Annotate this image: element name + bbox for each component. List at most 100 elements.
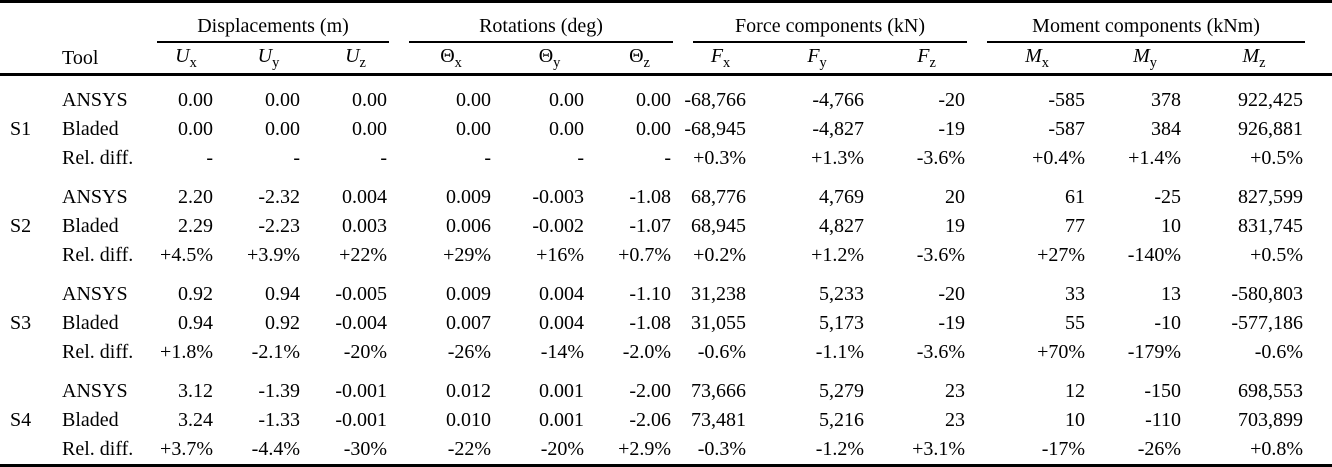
value-cell: 0.94 <box>265 283 300 305</box>
value-cell: -577,186 <box>1231 312 1304 334</box>
value-cell: +0.3% <box>693 147 747 169</box>
value-cell: -4.4% <box>251 438 300 460</box>
section-label-empty <box>0 338 55 367</box>
value-cell: +22% <box>339 244 388 266</box>
edge-cell <box>1315 270 1332 309</box>
tool-column-header: Tool <box>55 43 147 76</box>
col-header-fx: Fx <box>683 43 759 76</box>
value-cell: - <box>380 147 388 169</box>
edge-cell <box>1315 309 1332 338</box>
col-header-my: My <box>1097 43 1194 76</box>
tool-cell: ANSYS <box>62 89 128 111</box>
value-cell: 0.009 <box>446 283 492 305</box>
edge-cell <box>1315 75 1332 116</box>
col-header-ux: Ux <box>147 43 225 76</box>
tool-cell: Rel. diff. <box>62 147 134 169</box>
col-header-mx: Mx <box>977 43 1098 76</box>
col-sub: z <box>929 54 936 71</box>
col-sub: x <box>189 54 197 71</box>
value-cell: +0.4% <box>1032 147 1086 169</box>
tool-cell: Bladed <box>62 312 119 334</box>
value-cell: -26% <box>447 341 492 363</box>
col-sub: z <box>1259 54 1266 71</box>
col-base: F <box>917 44 930 67</box>
value-cell: 0.00 <box>549 118 585 140</box>
value-cell: 3.12 <box>178 380 213 402</box>
col-base: U <box>175 44 190 67</box>
row-s3-ansys: ANSYS 0.92 0.94 -0.005 0.009 0.004 -1.10 31,238… <box>0 270 1332 309</box>
value-cell: 31,238 <box>691 283 747 305</box>
value-cell: -1.39 <box>258 380 300 402</box>
value-cell: 0.00 <box>456 89 492 111</box>
value-cell: -1.08 <box>629 186 672 208</box>
value-cell: 13 <box>1161 283 1182 305</box>
col-header-fy: Fy <box>758 43 877 76</box>
value-cell: +16% <box>536 244 585 266</box>
row-s1-bladed: S1 Bladed 0.00 0.00 0.00 0.00 0.00 0.00 -68,945 -… <box>0 115 1332 144</box>
value-cell: - <box>206 147 213 169</box>
value-cell: 5,233 <box>819 283 865 305</box>
section-s3: ANSYS 0.92 0.94 -0.005 0.009 0.004 -1.10 31,238… <box>0 270 1332 367</box>
value-cell: -3.6% <box>916 147 966 169</box>
col-base: F <box>710 44 724 67</box>
value-cell: 0.010 <box>446 409 492 431</box>
col-header-uz: Uz <box>312 43 400 76</box>
value-cell: -10 <box>1154 312 1182 334</box>
col-base: Θ <box>538 44 554 67</box>
value-cell: -140% <box>1127 244 1182 266</box>
row-s4-ansys: ANSYS 3.12 -1.39 -0.001 0.012 0.001 -2.00 73,66… <box>0 367 1332 406</box>
value-cell: 0.009 <box>446 186 492 208</box>
col-sub: x <box>454 54 462 71</box>
tool-cell: Bladed <box>62 215 119 237</box>
value-cell: 5,173 <box>819 312 865 334</box>
value-cell: +3.7% <box>160 438 213 460</box>
value-cell: 19 <box>945 215 966 237</box>
value-cell: +0.5% <box>1250 244 1304 266</box>
value-cell: +1.2% <box>811 244 865 266</box>
value-cell: -2.1% <box>251 341 300 363</box>
section-s4: ANSYS 3.12 -1.39 -0.001 0.012 0.001 -2.00 73,66… <box>0 367 1332 466</box>
value-cell: +1.4% <box>1128 147 1182 169</box>
section-column-header <box>0 43 55 76</box>
edge-cell <box>1315 367 1332 406</box>
value-cell: 0.001 <box>539 380 585 402</box>
value-cell: 5,279 <box>819 380 865 402</box>
col-base: M <box>1025 44 1042 67</box>
value-cell: 0.92 <box>265 312 300 334</box>
value-cell: -179% <box>1127 341 1182 363</box>
row-s2-rel-diff: Rel. diff. +4.5% +3.9% +22% +29% +16% +0.7% +0.… <box>0 241 1332 270</box>
value-cell: -2.32 <box>258 186 300 208</box>
edge-cell <box>1315 115 1332 144</box>
section-label: S1 <box>10 118 32 140</box>
value-cell: 33 <box>1065 283 1086 305</box>
col-header-mz: Mz <box>1193 43 1316 76</box>
col-header-theta-z: Θz <box>596 43 684 76</box>
value-cell: 73,481 <box>691 409 747 431</box>
tool-cell: ANSYS <box>62 283 128 305</box>
col-sub: x <box>723 54 731 71</box>
value-cell: 0.00 <box>352 89 388 111</box>
value-cell: 2.29 <box>178 215 213 237</box>
value-cell: -19 <box>938 118 966 140</box>
value-cell: 831,745 <box>1238 215 1304 237</box>
value-cell: 0.94 <box>178 312 213 334</box>
value-cell: 0.00 <box>549 89 585 111</box>
edge-cell <box>1315 2 1332 44</box>
col-sub: x <box>1041 54 1049 71</box>
value-cell: 20 <box>945 186 966 208</box>
row-s4-rel-diff: Rel. diff. +3.7% -4.4% -30% -22% -20% +2.9% -0.… <box>0 435 1332 466</box>
value-cell: -150 <box>1144 380 1182 402</box>
group-header-rotations: Rotations (deg) <box>399 2 683 43</box>
value-cell: -0.6% <box>697 341 747 363</box>
value-cell: -4,766 <box>812 89 865 111</box>
value-cell: 77 <box>1065 215 1086 237</box>
value-cell: 0.00 <box>352 118 388 140</box>
col-header-theta-y: Θy <box>503 43 597 76</box>
col-sub: z <box>643 54 650 71</box>
edge-cell <box>1315 212 1332 241</box>
value-cell: -2.06 <box>629 409 672 431</box>
group-header-displacements: Displacements (m) <box>147 2 399 43</box>
value-cell: -1.10 <box>629 283 672 305</box>
tool-cell: Rel. diff. <box>62 244 134 266</box>
